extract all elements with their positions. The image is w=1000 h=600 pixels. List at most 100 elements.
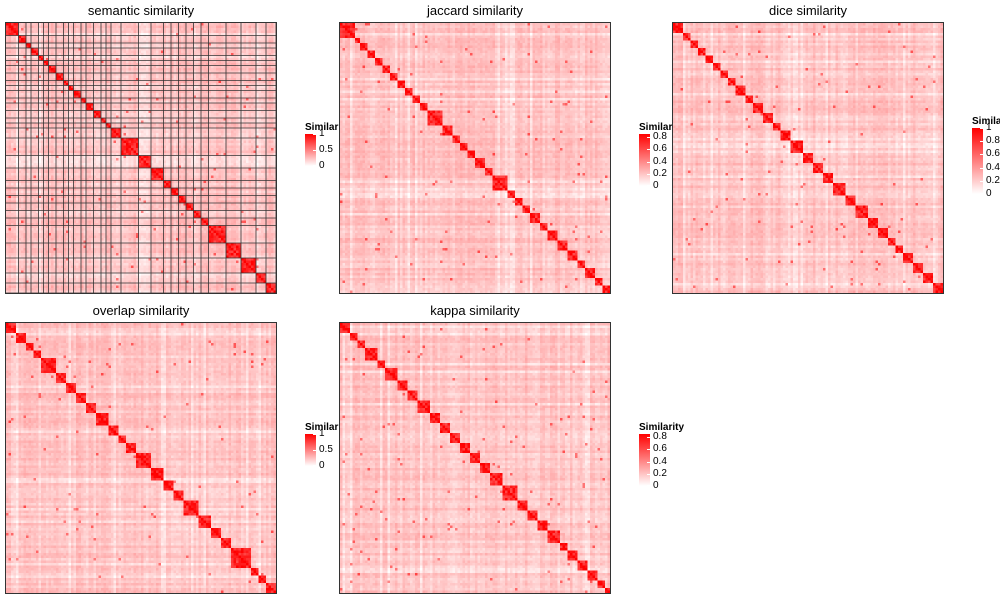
heatmap-cell: [123, 130, 127, 134]
heatmap-cell: [183, 40, 187, 44]
heatmap-cell: [66, 80, 69, 84]
heatmap-cell: [146, 103, 149, 106]
heatmap-cell: [263, 90, 267, 94]
heatmap-cell: [178, 133, 182, 136]
heatmap-cell: [183, 85, 187, 89]
heatmap-cell: [41, 133, 44, 136]
heatmap-cell: [221, 23, 224, 26]
heatmap-cell: [256, 133, 259, 136]
heatmap-cell: [86, 120, 89, 124]
heatmap-cell: [221, 100, 224, 104]
heatmap-cell: [121, 93, 124, 96]
heatmap-cell: [53, 55, 57, 59]
heatmap-cell: [33, 100, 37, 104]
heatmap-cell: [108, 100, 112, 104]
heatmap-cell: [93, 68, 97, 71]
heatmap-cell: [136, 108, 139, 111]
heatmap-cell: [103, 110, 107, 114]
heatmap-cell: [98, 25, 102, 29]
heatmap-cell: [96, 90, 99, 94]
heatmap-cell: [148, 130, 152, 134]
heatmap-cell: [188, 125, 192, 129]
heatmap-cell: [216, 93, 219, 96]
heatmap-cell: [48, 50, 52, 54]
heatmap-cell: [153, 58, 157, 61]
heatmap-cell: [126, 50, 129, 54]
heatmap-cell: [251, 120, 254, 124]
heatmap-cell: [76, 110, 79, 114]
heatmap-cell: [236, 60, 239, 64]
heatmap-cell: [76, 103, 79, 106]
heatmap-cell: [258, 93, 262, 96]
heatmap-cell: [223, 33, 227, 36]
heatmap-cell: [73, 43, 77, 46]
heatmap-cell: [221, 75, 224, 79]
heatmap-cell: [86, 133, 89, 136]
heatmap-cell: [83, 100, 87, 104]
heatmap-cell: [116, 85, 119, 89]
heatmap-cell: [221, 55, 224, 59]
heatmap-cell: [266, 110, 269, 114]
heatmap-cell: [133, 50, 137, 54]
heatmap-cell: [11, 40, 14, 44]
heatmap-cell: [33, 63, 37, 66]
heatmap-cell: [36, 113, 39, 116]
heatmap-cell: [118, 73, 122, 76]
heatmap-cell: [186, 70, 189, 74]
heatmap-cell: [116, 103, 119, 106]
heatmap-cell: [123, 83, 127, 86]
heatmap-cell: [166, 118, 169, 121]
heatmap-cell: [106, 133, 109, 136]
heatmap-cell: [118, 60, 122, 64]
heatmap-cell: [226, 53, 229, 56]
heatmap-cell: [6, 93, 9, 96]
heatmap-cell: [228, 30, 232, 34]
heatmap-cell: [191, 48, 194, 51]
heatmap-cell: [231, 133, 234, 136]
heatmap-cell: [223, 135, 227, 139]
heatmap-cell: [103, 28, 107, 31]
heatmap-cell: [248, 68, 252, 71]
heatmap-cell: [71, 53, 74, 56]
heatmap-cell: [128, 133, 132, 136]
heatmap-cell: [51, 85, 54, 89]
heatmap-cell: [6, 38, 9, 41]
heatmap-cell: [56, 75, 59, 79]
heatmap-cell: [103, 98, 107, 101]
heatmap-cell: [256, 93, 259, 96]
heatmap-cell: [143, 70, 147, 74]
heatmap-cell: [171, 68, 174, 71]
heatmap-cell: [56, 60, 59, 64]
heatmap-cell: [98, 43, 102, 46]
heatmap-cell: [93, 130, 97, 134]
heatmap-cell: [6, 113, 9, 116]
heatmap-cell: [253, 68, 257, 71]
heatmap-cell: [48, 98, 52, 101]
heatmap-cell: [108, 120, 112, 124]
heatmap-cell: [171, 45, 174, 49]
heatmap-cell: [33, 28, 37, 31]
heatmap-cell: [33, 23, 37, 26]
heatmap-cell: [261, 88, 264, 91]
heatmap-cell: [228, 28, 232, 31]
heatmap-cell: [116, 123, 119, 126]
heatmap-cell: [196, 75, 199, 79]
heatmap-cell: [121, 130, 124, 134]
heatmap-cell: [168, 53, 172, 56]
heatmap-cell: [213, 33, 217, 36]
heatmap-cell: [248, 55, 252, 59]
heatmap-cell: [128, 120, 132, 124]
heatmap-cell: [198, 95, 202, 99]
heatmap-cell: [213, 63, 217, 66]
heatmap-cell: [213, 110, 217, 114]
heatmap-cell: [63, 115, 67, 119]
heatmap-cell: [151, 135, 154, 139]
heatmap-cell: [43, 58, 47, 61]
heatmap-cell: [236, 73, 239, 76]
heatmap-cell: [53, 135, 57, 139]
heatmap-cell: [58, 105, 62, 109]
heatmap-cell: [83, 33, 87, 36]
heatmap-cell: [266, 83, 269, 86]
heatmap-cell: [138, 33, 142, 36]
heatmap-cell: [181, 43, 184, 46]
